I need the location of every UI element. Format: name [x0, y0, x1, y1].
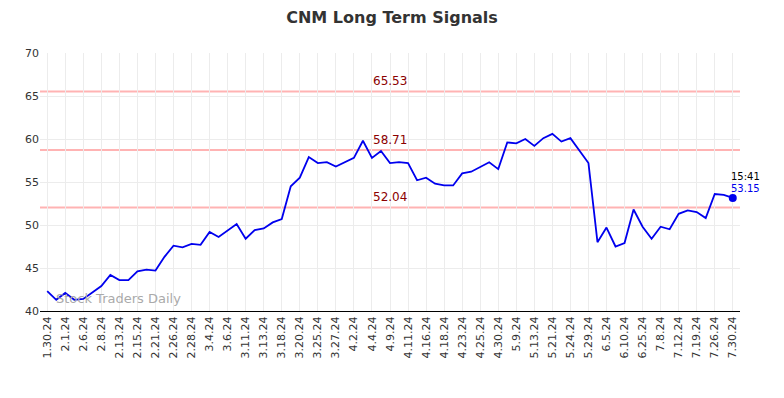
svg-text:3.6.24: 3.6.24: [221, 316, 234, 351]
svg-text:2.28.24: 2.28.24: [185, 316, 198, 358]
svg-text:58.71: 58.71: [373, 133, 407, 147]
svg-text:2.13.24: 2.13.24: [113, 316, 126, 358]
svg-text:4.2.24: 4.2.24: [347, 316, 360, 351]
svg-text:4.9.24: 4.9.24: [384, 316, 397, 351]
svg-text:4.16.24: 4.16.24: [420, 316, 433, 358]
svg-text:CNM Long Term Signals: CNM Long Term Signals: [286, 8, 498, 27]
svg-text:70: 70: [25, 47, 39, 60]
svg-text:7.26.24: 7.26.24: [708, 316, 721, 358]
svg-text:45: 45: [25, 262, 39, 275]
svg-text:4.18.24: 4.18.24: [438, 316, 451, 358]
svg-text:53.15: 53.15: [731, 183, 760, 194]
svg-text:65.53: 65.53: [373, 74, 407, 88]
svg-text:2.21.24: 2.21.24: [149, 316, 162, 358]
svg-text:2.1.24: 2.1.24: [59, 316, 72, 351]
svg-text:60: 60: [25, 133, 39, 146]
svg-text:5.13.24: 5.13.24: [528, 316, 541, 358]
svg-text:6.5.24: 6.5.24: [600, 316, 613, 351]
svg-text:7.19.24: 7.19.24: [690, 316, 703, 358]
svg-text:4.11.24: 4.11.24: [402, 316, 415, 358]
svg-text:4.25.24: 4.25.24: [474, 316, 487, 358]
svg-text:3.11.24: 3.11.24: [239, 316, 252, 358]
svg-text:Stock Traders Daily: Stock Traders Daily: [56, 291, 181, 306]
svg-text:5.21.24: 5.21.24: [546, 316, 559, 358]
svg-text:4.4.24: 4.4.24: [366, 316, 379, 351]
svg-text:5.9.24: 5.9.24: [510, 316, 523, 351]
svg-text:2.15.24: 2.15.24: [131, 316, 144, 358]
svg-text:3.13.24: 3.13.24: [257, 316, 270, 358]
svg-text:3.25.24: 3.25.24: [311, 316, 324, 358]
svg-text:40: 40: [25, 305, 39, 318]
svg-text:1.30.24: 1.30.24: [41, 316, 54, 358]
svg-text:6.25.24: 6.25.24: [636, 316, 649, 358]
svg-text:4.30.24: 4.30.24: [492, 316, 505, 358]
svg-text:3.18.24: 3.18.24: [275, 316, 288, 358]
svg-text:2.26.24: 2.26.24: [167, 316, 180, 358]
svg-text:7.12.24: 7.12.24: [672, 316, 685, 358]
svg-text:4.23.24: 4.23.24: [456, 316, 469, 358]
svg-text:50: 50: [25, 219, 39, 232]
svg-text:5.29.24: 5.29.24: [582, 316, 595, 358]
svg-text:5.24.24: 5.24.24: [564, 316, 577, 358]
svg-text:3.27.24: 3.27.24: [329, 316, 342, 358]
svg-text:52.04: 52.04: [373, 190, 407, 204]
svg-text:7.30.24: 7.30.24: [726, 316, 739, 358]
svg-text:7.8.24: 7.8.24: [654, 316, 667, 351]
svg-text:2.6.24: 2.6.24: [77, 316, 90, 351]
svg-text:3.20.24: 3.20.24: [293, 316, 306, 358]
svg-text:65: 65: [25, 90, 39, 103]
svg-text:6.10.24: 6.10.24: [618, 316, 631, 358]
svg-text:55: 55: [25, 176, 39, 189]
svg-text:2.8.24: 2.8.24: [95, 316, 108, 351]
svg-text:15:41: 15:41: [731, 171, 760, 182]
svg-text:3.4.24: 3.4.24: [203, 316, 216, 351]
